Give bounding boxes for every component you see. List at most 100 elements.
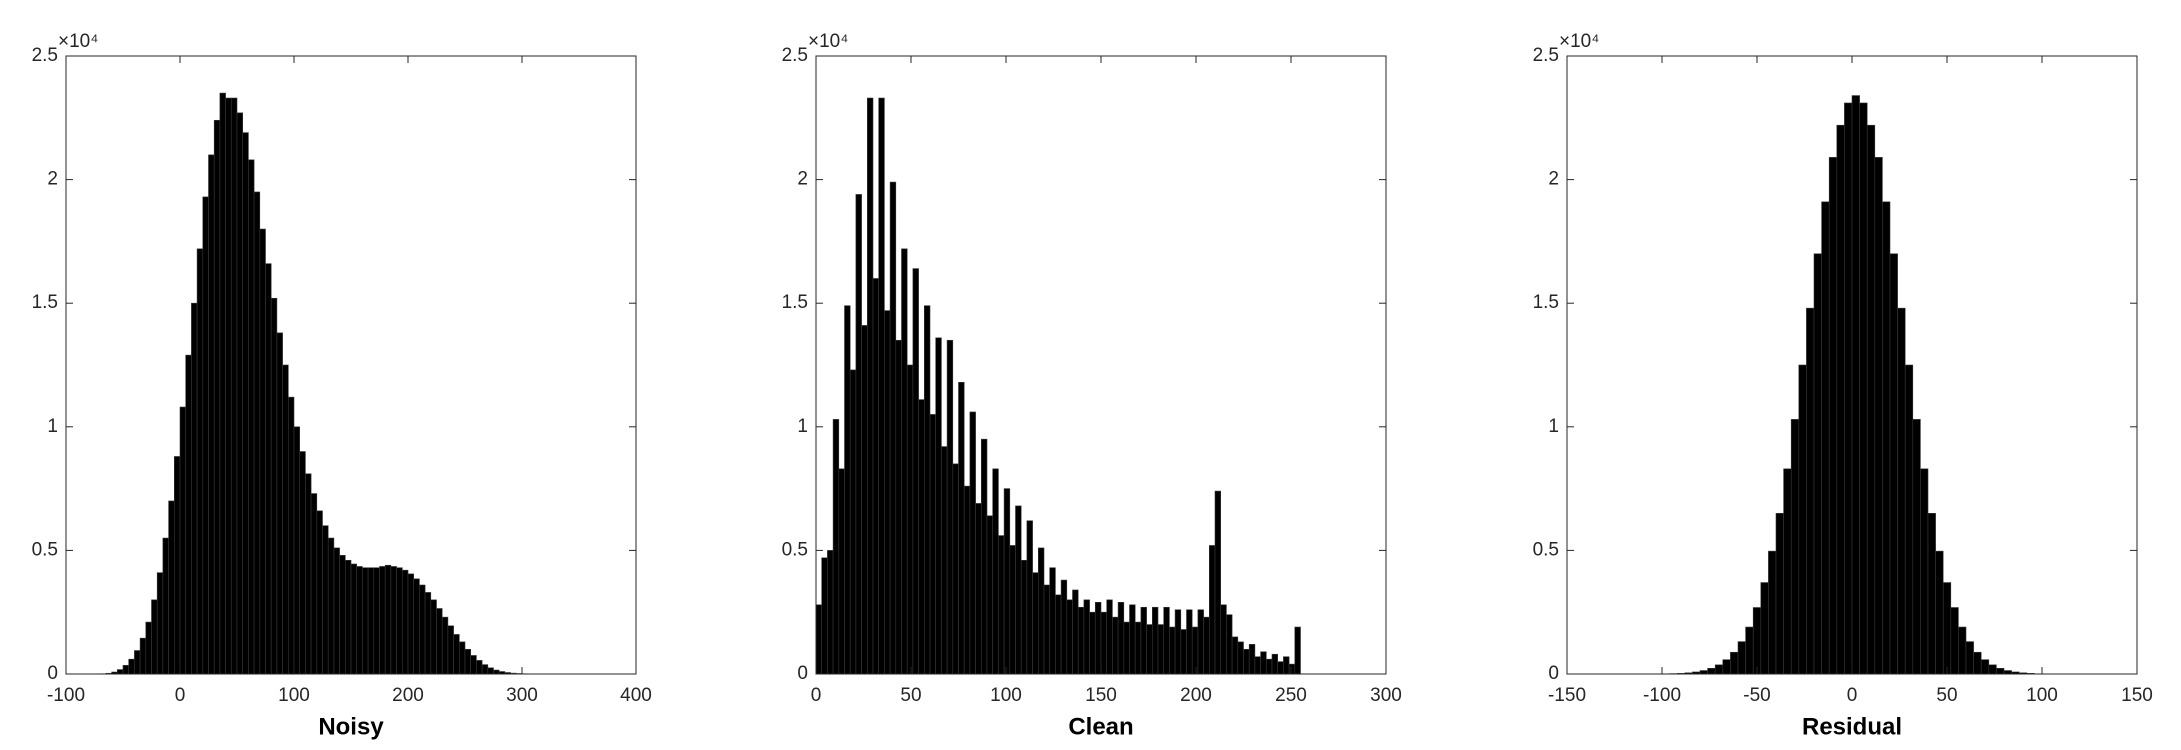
bar	[992, 468, 999, 675]
x-axis-label: Residual	[1802, 713, 1902, 740]
y-tick-label: 0.5	[782, 539, 808, 560]
bar	[208, 154, 215, 675]
bar	[1783, 468, 1792, 675]
bar	[975, 503, 982, 675]
bar	[265, 263, 272, 675]
bar	[1806, 307, 1815, 675]
bar	[1043, 584, 1050, 675]
bar	[884, 310, 891, 675]
bar	[855, 194, 862, 675]
bar	[379, 566, 386, 675]
bar	[128, 658, 135, 675]
bar	[1768, 550, 1777, 675]
bar	[1836, 124, 1845, 675]
x-tick-label: -150	[1548, 685, 1586, 706]
bar	[185, 354, 192, 675]
bar	[929, 414, 936, 675]
bar	[1958, 626, 1967, 675]
bar	[838, 468, 845, 675]
bar	[952, 463, 959, 675]
bar	[384, 564, 392, 675]
bar	[1123, 621, 1130, 675]
bar	[1988, 664, 1997, 675]
bar	[1980, 659, 1990, 675]
x-tick-label: 400	[620, 685, 652, 706]
bar	[1874, 157, 1883, 675]
x-tick-label: 0	[811, 685, 822, 706]
bar	[253, 191, 261, 675]
bar	[1283, 656, 1290, 675]
bar	[196, 248, 204, 675]
axes-box	[65, 55, 637, 675]
bar	[1844, 102, 1853, 675]
bar	[424, 592, 432, 675]
bar	[287, 396, 295, 675]
bar	[1775, 513, 1784, 675]
bar	[1060, 579, 1068, 675]
x-tick-label: 150	[1085, 685, 1117, 706]
bar	[333, 547, 340, 675]
bar	[1950, 607, 1959, 675]
bar	[1134, 621, 1142, 675]
bar	[219, 92, 226, 675]
bar	[1163, 606, 1170, 675]
bar	[1197, 609, 1204, 675]
x-tick-label: 300	[1370, 685, 1402, 706]
bar	[270, 297, 278, 675]
bar	[1174, 609, 1182, 675]
bar	[213, 119, 221, 675]
bar	[396, 567, 403, 675]
bar	[1813, 253, 1822, 675]
bar	[815, 604, 822, 675]
x-tick-label: 300	[506, 685, 538, 706]
bar	[1055, 594, 1062, 675]
y-tick-label: 0.5	[1533, 539, 1559, 560]
bar	[367, 567, 375, 675]
bar	[236, 112, 243, 675]
bar	[1707, 668, 1716, 675]
bar	[191, 302, 198, 675]
bar	[1157, 624, 1164, 675]
bar	[1020, 559, 1028, 675]
y-tick-label: 0	[797, 663, 808, 684]
bar	[1897, 307, 1906, 675]
bar	[980, 438, 988, 675]
bar	[1851, 95, 1860, 675]
bar	[1920, 468, 1929, 675]
bar	[1226, 614, 1233, 675]
bar	[861, 325, 868, 675]
x-tick-label: 0	[1847, 685, 1858, 706]
bar	[1214, 490, 1221, 675]
y-exponent-label: ×10⁴	[808, 31, 848, 52]
bar	[1294, 626, 1301, 675]
bar	[1965, 641, 1974, 675]
bar	[1798, 364, 1807, 675]
x-tick-label: -50	[1743, 685, 1770, 706]
x-axis-label: Clean	[1068, 713, 1133, 740]
y-tick-label: 0	[47, 663, 58, 684]
bar	[419, 584, 426, 675]
bar	[1248, 644, 1256, 675]
bar	[1821, 201, 1830, 675]
bar	[117, 669, 124, 675]
bar	[1714, 664, 1724, 675]
bar	[963, 485, 971, 675]
bar	[895, 339, 902, 675]
bar	[316, 510, 323, 675]
bar	[436, 608, 443, 675]
x-tick-label: 100	[990, 685, 1022, 706]
bar	[162, 537, 169, 675]
bar	[1912, 419, 1921, 675]
y-exponent-label: ×10⁴	[58, 31, 98, 52]
bar	[1072, 589, 1079, 675]
bar	[493, 669, 500, 675]
y-tick-label: 0.5	[32, 539, 58, 560]
bar	[310, 493, 318, 675]
x-tick-label: 200	[1180, 685, 1212, 706]
bar	[1745, 626, 1754, 675]
bar	[1266, 658, 1273, 675]
bar	[1996, 668, 2005, 675]
bar	[827, 550, 834, 675]
bar	[407, 573, 414, 675]
